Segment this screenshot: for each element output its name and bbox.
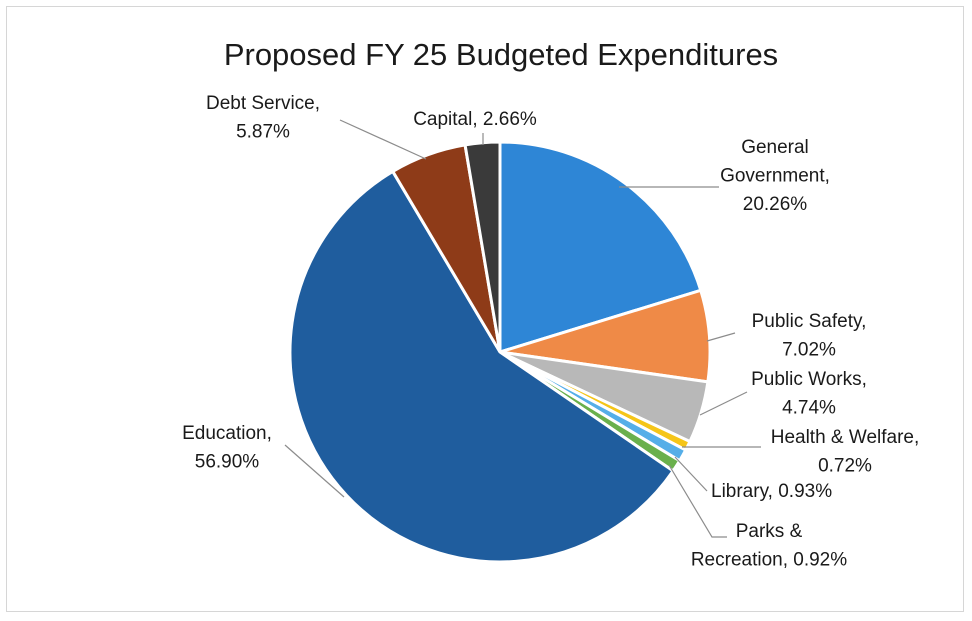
leader-line-public-safety xyxy=(706,332,736,342)
leader-line-library xyxy=(674,456,708,492)
chart-title: Proposed FY 25 Budgeted Expenditures xyxy=(224,37,778,72)
leader-line-debt-service xyxy=(339,119,427,160)
data-label-health-and-welfare: Health & Welfare, 0.72% xyxy=(771,427,920,477)
data-label-education: Education, 56.90% xyxy=(182,423,272,473)
leader-line-parks-and-recreation xyxy=(668,464,727,538)
pie-slice-general-government xyxy=(498,140,703,355)
chart-frame: Proposed FY 25 Budgeted Expenditures Gen… xyxy=(6,6,964,612)
data-label-debt-service: Debt Service, 5.87% xyxy=(206,93,320,143)
pie-chart: Proposed FY 25 Budgeted Expenditures Gen… xyxy=(182,37,919,571)
leader-line-education xyxy=(284,444,345,498)
data-label-parks-and-recreation: Parks & Recreation, 0.92% xyxy=(691,521,847,571)
pie-slice-education xyxy=(288,169,676,564)
leader-line-public-works xyxy=(699,391,748,416)
data-label-capital: Capital, 2.66% xyxy=(413,109,537,130)
data-label-public-works: Public Works, 4.74% xyxy=(751,369,867,419)
data-label-library: Library, 0.93% xyxy=(711,481,832,502)
data-label-general-government: General Government, 20.26% xyxy=(720,137,830,215)
pie-slices xyxy=(288,140,712,564)
data-label-public-safety: Public Safety, 7.02% xyxy=(752,311,867,361)
leader-lines xyxy=(284,119,761,538)
data-labels: General Government, 20.26% Public Safety, 7.… xyxy=(182,93,919,571)
